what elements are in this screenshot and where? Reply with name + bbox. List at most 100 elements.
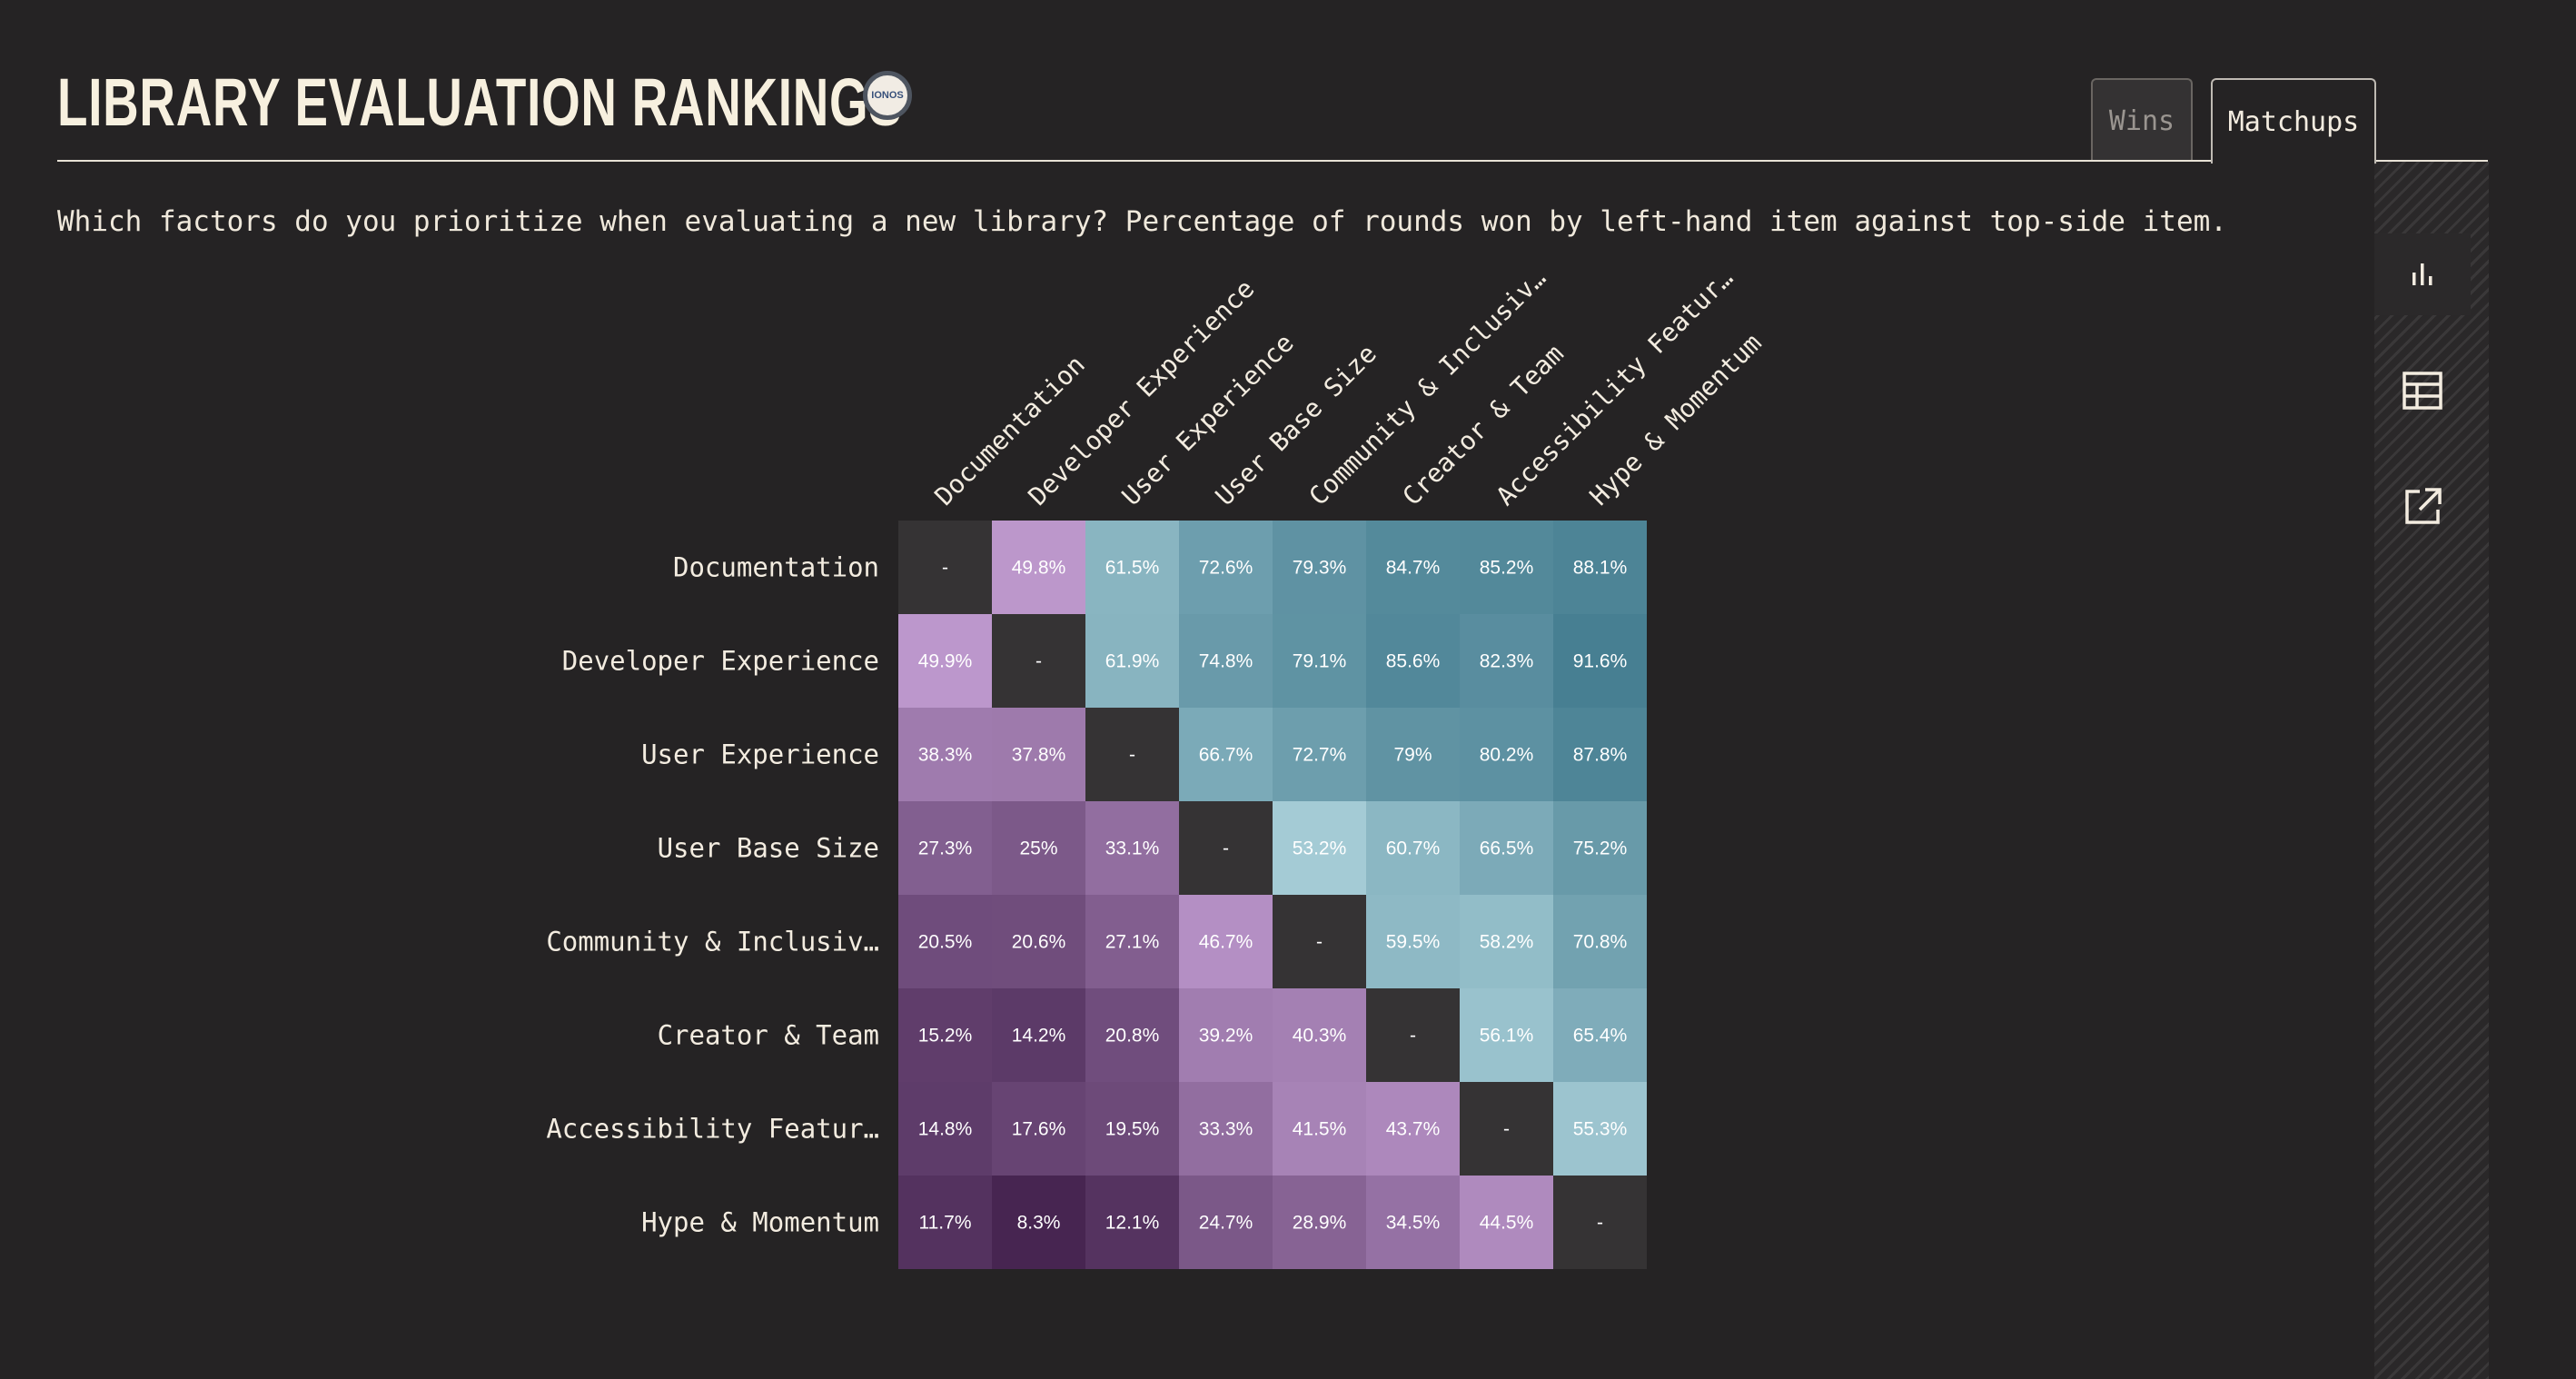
cell-value-label: 15.2%	[918, 1026, 973, 1047]
cell-value-label: 79.3%	[1293, 558, 1347, 579]
heatmap-cell	[898, 708, 992, 801]
cell-value-label: 20.5%	[918, 932, 973, 953]
heatmap-cell	[992, 1176, 1085, 1269]
cell-value-label: 19.5%	[1105, 1119, 1160, 1140]
heatmap-cell	[1179, 1176, 1273, 1269]
cell-value-label: 11.7%	[919, 1213, 972, 1234]
heatmap-cell	[1553, 801, 1647, 895]
heatmap-cell	[1273, 708, 1366, 801]
heatmap-cell	[1553, 708, 1647, 801]
heatmap-cell	[1553, 521, 1647, 614]
cell-value-label: 39.2%	[1199, 1026, 1253, 1047]
heatmap-cell	[1179, 895, 1273, 988]
heatmap-cell	[1085, 895, 1179, 988]
cell-value-label: 33.1%	[1105, 838, 1160, 859]
cell-value-label: 58.2%	[1480, 932, 1534, 953]
heatmap-cell	[1273, 895, 1366, 988]
heatmap-cell	[1460, 988, 1553, 1082]
table-view-button[interactable]	[2374, 350, 2471, 432]
row-label: Community & Inclusiv…	[546, 927, 879, 957]
cell-value-label: 46.7%	[1199, 932, 1253, 953]
heatmap-cell	[1085, 521, 1179, 614]
tab-wins[interactable]: Wins	[2091, 78, 2193, 162]
cell-value-label: 24.7%	[1199, 1213, 1253, 1234]
heatmap-cell	[898, 1082, 992, 1176]
heatmap-cell	[1460, 1176, 1553, 1269]
row-label: Hype & Momentum	[641, 1207, 879, 1238]
cell-value-label: 61.5%	[1105, 558, 1160, 579]
cell-value-label: 53.2%	[1293, 838, 1347, 859]
heatmap-cell	[1366, 1176, 1460, 1269]
column-label: Creator & Team	[1397, 339, 1570, 511]
row-label: Developer Experience	[562, 646, 879, 677]
heatmap-cell	[1366, 614, 1460, 708]
cell-value-label: 91.6%	[1573, 651, 1628, 672]
heatmap-cell	[1179, 801, 1273, 895]
heatmap-cell	[1553, 1176, 1647, 1269]
heatmap-cell	[992, 1082, 1085, 1176]
heatmap-cell	[1085, 801, 1179, 895]
heatmap-cell	[1460, 895, 1553, 988]
cell-value-label: 75.2%	[1573, 838, 1628, 859]
column-label: User Base Size	[1210, 339, 1382, 511]
cell-value-label: 20.6%	[1012, 932, 1066, 953]
heatmap-cell	[992, 895, 1085, 988]
cell-value-label: -	[1035, 651, 1042, 672]
heatmap-cell	[992, 614, 1085, 708]
chart-view-button[interactable]	[2374, 233, 2471, 315]
cell-value-label: 27.1%	[1105, 932, 1160, 953]
heatmap-cell	[1273, 1176, 1366, 1269]
cell-value-label: -	[1129, 745, 1135, 766]
column-label: Hype & Momentum	[1584, 328, 1768, 511]
cell-value-label: 40.3%	[1293, 1026, 1347, 1047]
cell-value-label: 87.8%	[1573, 745, 1628, 766]
heatmap-cell	[1085, 708, 1179, 801]
heatmap-cell	[1179, 1082, 1273, 1176]
cell-value-label: 49.9%	[918, 651, 973, 672]
heatmap-cell	[1085, 1176, 1179, 1269]
heatmap-cell	[1460, 521, 1553, 614]
heatmap-cell	[1179, 521, 1273, 614]
heatmap-cell	[1273, 521, 1366, 614]
heatmap-cell	[1553, 614, 1647, 708]
heatmap-cell	[1366, 521, 1460, 614]
row-label: User Experience	[641, 739, 879, 770]
heatmap-cell	[1085, 988, 1179, 1082]
heatmap-cell	[1366, 708, 1460, 801]
heatmap-cell	[1179, 988, 1273, 1082]
heatmap-cell	[1460, 1082, 1553, 1176]
heatmap-cell	[1460, 614, 1553, 708]
cell-value-label: 82.3%	[1480, 651, 1534, 672]
cell-value-label: 27.3%	[918, 838, 973, 859]
sidebar	[2374, 162, 2489, 1379]
cell-value-label: 72.7%	[1293, 745, 1347, 766]
bar-chart-icon	[2413, 263, 2432, 285]
header-divider	[57, 160, 2488, 162]
heatmap-cell	[1085, 614, 1179, 708]
heatmap-cell	[1460, 801, 1553, 895]
heatmap-cell	[1273, 801, 1366, 895]
cell-value-label: 74.8%	[1199, 651, 1253, 672]
cell-value-label: 65.4%	[1573, 1026, 1628, 1047]
cell-value-label: 37.8%	[1012, 745, 1066, 766]
share-button[interactable]	[2374, 466, 2471, 548]
cell-value-label: -	[1503, 1119, 1510, 1140]
heatmap-cell	[992, 801, 1085, 895]
cell-value-label: 80.2%	[1480, 745, 1534, 766]
heatmap-cell	[1553, 1082, 1647, 1176]
heatmap-cell	[992, 521, 1085, 614]
table-icon	[2403, 372, 2442, 410]
cell-value-label: 14.8%	[918, 1119, 973, 1140]
heatmap-cell	[1273, 614, 1366, 708]
cell-value-label: 79.1%	[1293, 651, 1347, 672]
heatmap-cell	[898, 895, 992, 988]
cell-value-label: -	[1410, 1026, 1416, 1047]
cell-value-label: 66.7%	[1199, 745, 1253, 766]
heatmap-cell	[992, 988, 1085, 1082]
cell-value-label: 25%	[1019, 838, 1057, 859]
chart-description: Which factors do you prioritize when eva…	[57, 205, 2227, 238]
tab-matchups[interactable]: Matchups	[2211, 78, 2376, 164]
external-link-icon	[2405, 488, 2442, 524]
cell-value-label: 20.8%	[1105, 1026, 1160, 1047]
heatmap-cell	[1553, 988, 1647, 1082]
